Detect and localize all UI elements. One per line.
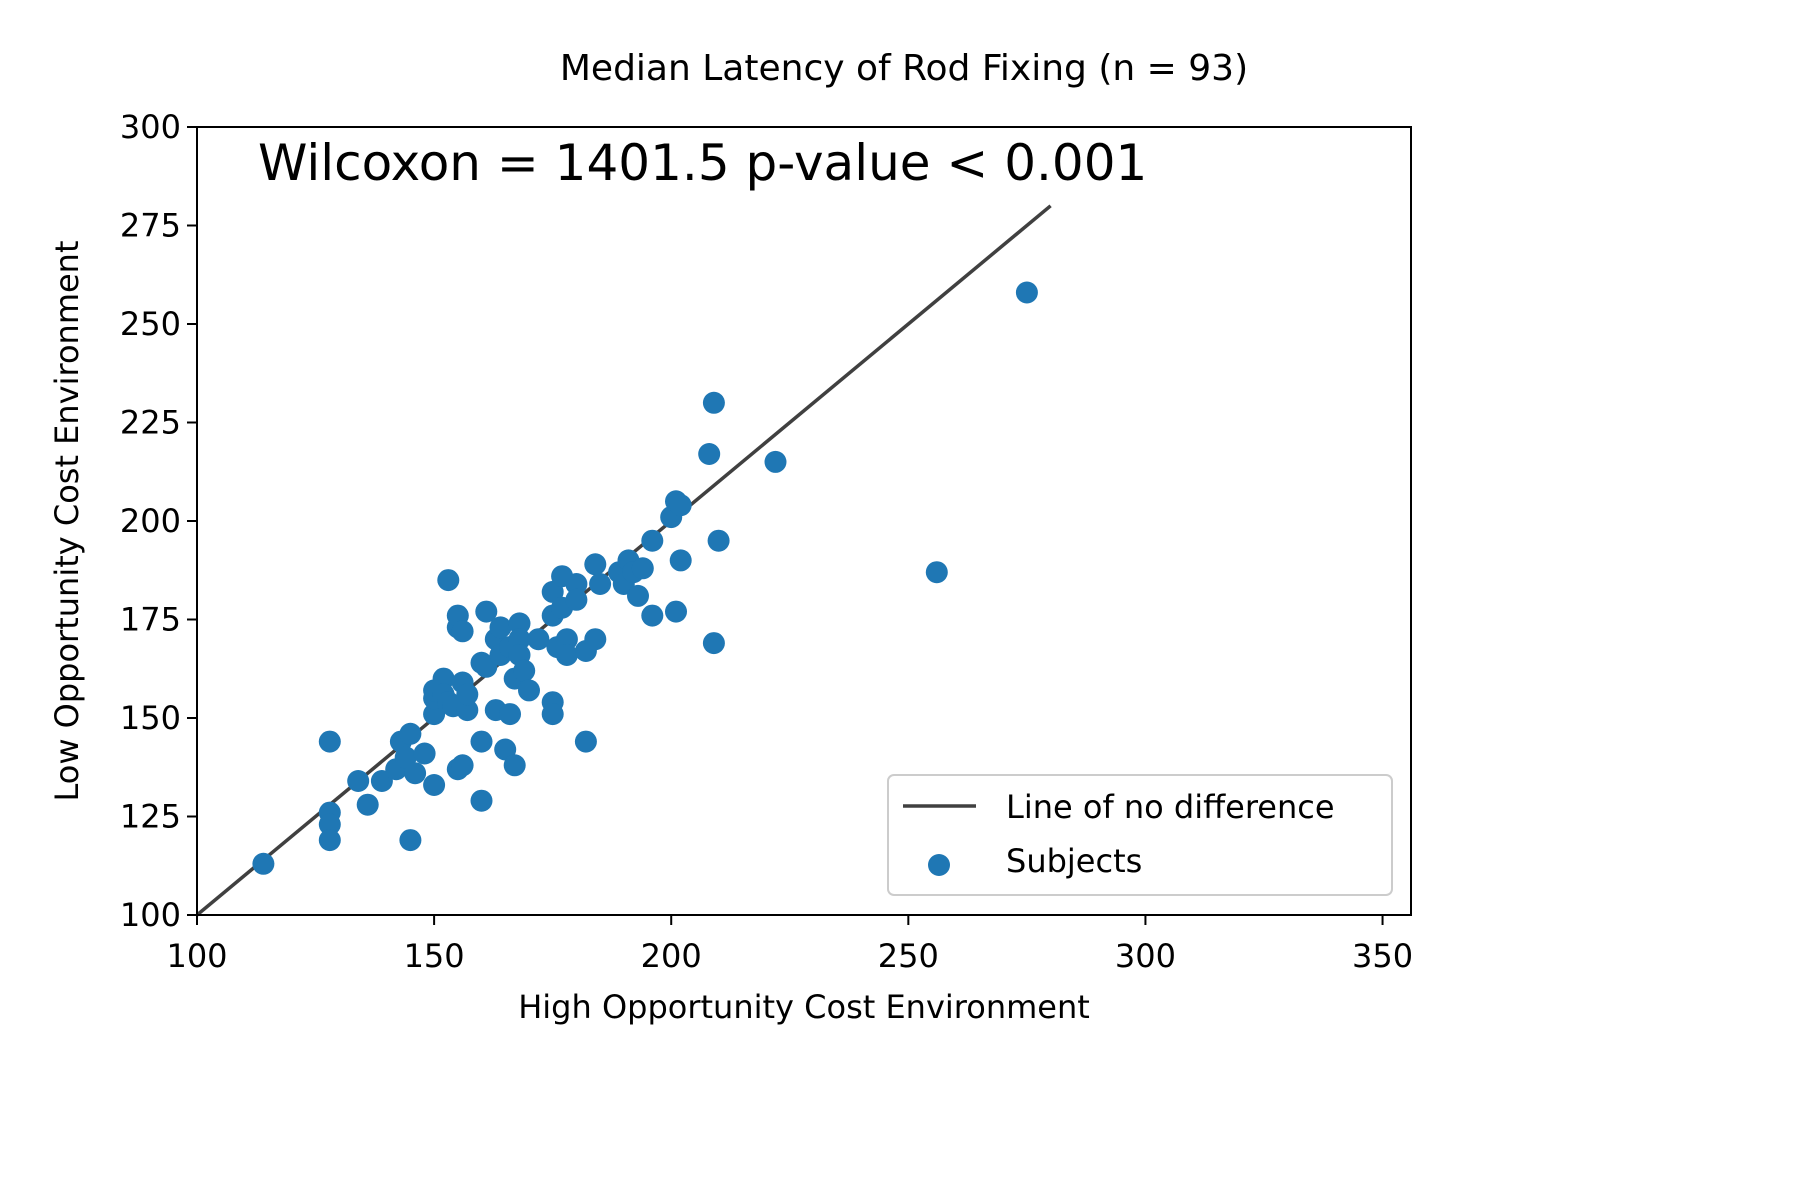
x-tick-label: 250	[878, 937, 939, 975]
y-tick-label: 225	[120, 404, 181, 442]
y-tick-label: 200	[120, 502, 181, 540]
data-point	[669, 549, 692, 572]
data-point	[565, 573, 588, 595]
data-point	[584, 628, 607, 651]
data-point	[489, 616, 512, 639]
legend-label-subjects: Subjects	[1006, 842, 1142, 880]
data-point	[627, 584, 649, 607]
data-point	[318, 813, 341, 836]
data-point	[451, 620, 474, 643]
data-point	[1015, 281, 1038, 304]
data-point	[702, 391, 725, 414]
y-axis-label: Low Opportunity Cost Environment	[48, 240, 86, 801]
x-tick-label: 150	[404, 937, 465, 975]
y-tick-label: 125	[120, 798, 181, 836]
data-point	[518, 679, 540, 702]
y-tick-label: 175	[120, 601, 181, 639]
data-point	[641, 604, 664, 627]
data-point	[574, 730, 597, 753]
data-point	[356, 793, 379, 816]
data-point	[698, 443, 721, 465]
data-point	[584, 553, 607, 576]
y-axis-ticks: 100 125 150 175 200 225 250 275 300	[120, 108, 197, 934]
data-point	[707, 529, 730, 552]
data-point	[456, 699, 479, 722]
legend: Line of no difference Subjects	[887, 774, 1393, 896]
data-point	[494, 738, 517, 761]
data-point	[456, 683, 479, 706]
data-point	[404, 762, 427, 785]
x-axis-label: High Opportunity Cost Environment	[518, 988, 1090, 1026]
x-tick-label: 300	[1115, 937, 1176, 975]
data-point	[555, 628, 578, 651]
data-point	[527, 628, 550, 651]
data-point	[318, 730, 341, 753]
legend-box	[887, 774, 1393, 896]
y-tick-label: 100	[120, 896, 181, 934]
legend-label-line: Line of no difference	[1006, 788, 1335, 826]
data-point	[399, 829, 422, 852]
data-point	[555, 644, 578, 666]
data-point	[318, 829, 341, 852]
data-point	[252, 852, 275, 875]
data-point	[641, 529, 664, 552]
chart-title: Median Latency of Rod Fixing (n = 93)	[560, 48, 1248, 89]
data-point	[925, 561, 948, 584]
data-point	[669, 494, 692, 517]
data-point	[437, 569, 460, 592]
data-point	[508, 612, 531, 635]
data-point	[451, 754, 474, 777]
y-tick-label: 275	[120, 207, 181, 245]
scatter-points	[252, 281, 1038, 875]
data-point	[499, 703, 521, 726]
data-point	[399, 722, 422, 745]
data-point	[423, 774, 446, 796]
data-point	[513, 659, 536, 682]
data-point	[470, 789, 493, 812]
data-point	[702, 632, 725, 655]
data-point	[475, 600, 498, 623]
x-tick-label: 350	[1352, 937, 1413, 975]
data-point	[764, 450, 787, 473]
data-point	[347, 770, 370, 792]
data-point	[589, 573, 612, 595]
y-tick-label: 150	[120, 699, 181, 737]
legend-marker-subjects	[928, 854, 950, 876]
x-axis-ticks: 100 150 200 250 300 350	[166, 915, 1413, 975]
data-point	[503, 754, 526, 777]
data-point	[432, 667, 455, 690]
data-point	[413, 742, 436, 765]
data-point	[394, 746, 417, 769]
data-point	[470, 730, 493, 753]
data-point	[565, 588, 588, 611]
data-point	[631, 557, 654, 580]
data-point	[541, 703, 564, 726]
data-point	[508, 628, 531, 651]
y-tick-label: 300	[120, 108, 181, 146]
chart-annotation: Wilcoxon = 1401.5 p-value < 0.001	[258, 134, 1147, 192]
x-tick-label: 200	[641, 937, 702, 975]
x-tick-label: 100	[166, 937, 227, 975]
y-tick-label: 250	[120, 305, 181, 343]
data-point	[665, 600, 687, 623]
